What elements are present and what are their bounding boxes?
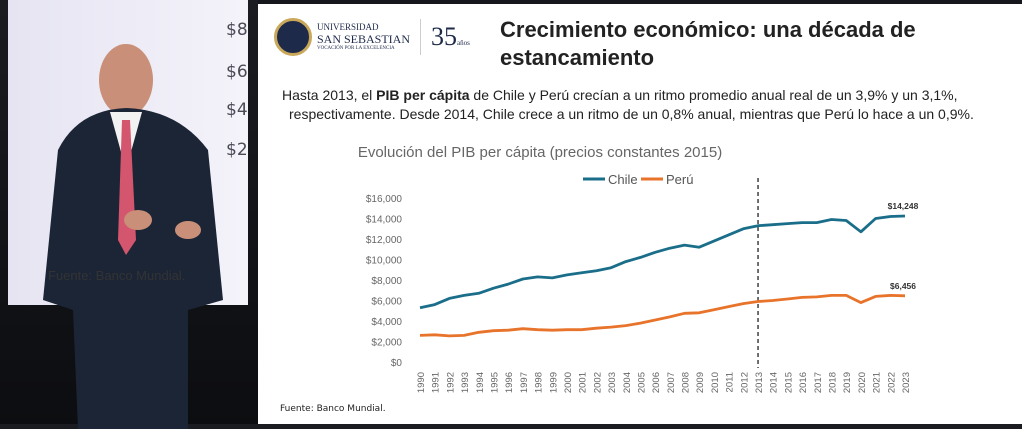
series-line-chile (419, 214, 906, 310)
bottom-bar (0, 424, 1022, 429)
x-tick-label: 1995 (489, 372, 500, 393)
x-tick-label: 2016 (798, 372, 809, 393)
x-tick-label: 2007 (666, 372, 677, 393)
x-tick-label: 2000 (563, 372, 574, 393)
series-line-perú (419, 293, 906, 338)
x-tick-label: 1996 (504, 372, 515, 393)
x-tick-label: 1997 (519, 372, 530, 393)
x-tick-label: 1994 (475, 372, 486, 393)
legend: Chile Perú (583, 172, 693, 187)
y-tick-label: $6,000 (371, 297, 402, 308)
presentation-slide: UNIVERSIDAD SAN SEBASTIAN VOCACIÓN POR L… (258, 4, 1022, 424)
x-tick-label: 2021 (872, 372, 883, 393)
x-tick-label: 2010 (710, 372, 721, 393)
y-tick-label: $12,000 (366, 235, 403, 246)
y-tick-label: $8,000 (371, 276, 402, 287)
y-tick-label: $4,000 (371, 317, 402, 328)
x-tick-label: 1992 (445, 372, 456, 393)
screen-tick: $4 (226, 100, 248, 120)
x-tick-label: 2002 (592, 372, 603, 393)
legend-label: Chile (608, 172, 638, 187)
x-tick-label: 1990 (416, 372, 427, 393)
x-tick-label: 2023 (901, 372, 912, 393)
logo-line2: SAN SEBASTIAN (317, 31, 411, 46)
x-tick-label: 2020 (857, 372, 868, 393)
y-tick-label: $10,000 (366, 256, 403, 267)
legend-label: Perú (666, 172, 693, 187)
chart-title: Evolución del PIB per cápita (precios co… (358, 144, 722, 161)
y-tick-label: $0 (391, 358, 403, 369)
x-tick-label: 2012 (739, 372, 750, 393)
x-tick-label: 2011 (725, 372, 736, 392)
logo-divider (420, 19, 422, 55)
x-tick-label: 2013 (754, 372, 765, 393)
university-logo: UNIVERSIDAD SAN SEBASTIAN VOCACIÓN POR L… (274, 18, 470, 56)
x-tick-label: 2008 (681, 372, 692, 393)
end-value-label: $6,456 (890, 281, 916, 291)
y-tick-label: $14,000 (366, 215, 403, 226)
x-tick-label: 2004 (622, 372, 633, 393)
x-tick-label: 2001 (578, 372, 589, 393)
x-tick-label: 2019 (842, 372, 853, 393)
gdp-chart: Evolución del PIB per cápita (precios co… (358, 144, 919, 393)
screen-source: Fuente: Banco Mundial. (48, 268, 186, 283)
x-tick-label: 1999 (548, 372, 559, 393)
logo-line3: VOCACIÓN POR LA EXCELENCIA (317, 45, 395, 51)
anniversary-mark: 35años (431, 22, 470, 51)
x-tick-label: 1991 (431, 372, 442, 393)
slide-paragraph: Hasta 2013, el PIB per cápita de Chile y… (282, 87, 974, 122)
stage-photo: $8 $6 $4 $2 Fuente: Banco Mundial. (0, 0, 258, 429)
x-tick-label: 2018 (828, 372, 839, 393)
x-tick-label: 2017 (813, 372, 824, 393)
screen-tick: $8 (226, 20, 248, 40)
x-tick-label: 2014 (769, 372, 780, 393)
y-tick-label: $16,000 (366, 194, 403, 205)
x-tick-label: 2003 (607, 372, 618, 393)
x-tick-label: 2009 (695, 372, 706, 393)
x-tick-label: 2015 (783, 372, 794, 393)
screen-tick: $2 (226, 140, 248, 160)
end-value-label: $14,248 (888, 201, 919, 211)
slide-title: Crecimiento económico: una década de est… (500, 17, 916, 70)
source-note: Fuente: Banco Mundial. (280, 404, 386, 414)
university-seal-icon (274, 18, 312, 56)
x-tick-label: 1998 (534, 372, 545, 393)
x-tick-label: 2006 (651, 372, 662, 393)
x-tick-label: 1993 (460, 372, 471, 393)
screen-tick: $6 (226, 62, 248, 82)
x-tick-label: 2005 (636, 372, 647, 393)
logo-line1: UNIVERSIDAD (317, 21, 379, 32)
speaker-figure (43, 44, 223, 429)
x-tick-label: 2022 (886, 372, 897, 393)
y-tick-label: $2,000 (371, 338, 402, 349)
